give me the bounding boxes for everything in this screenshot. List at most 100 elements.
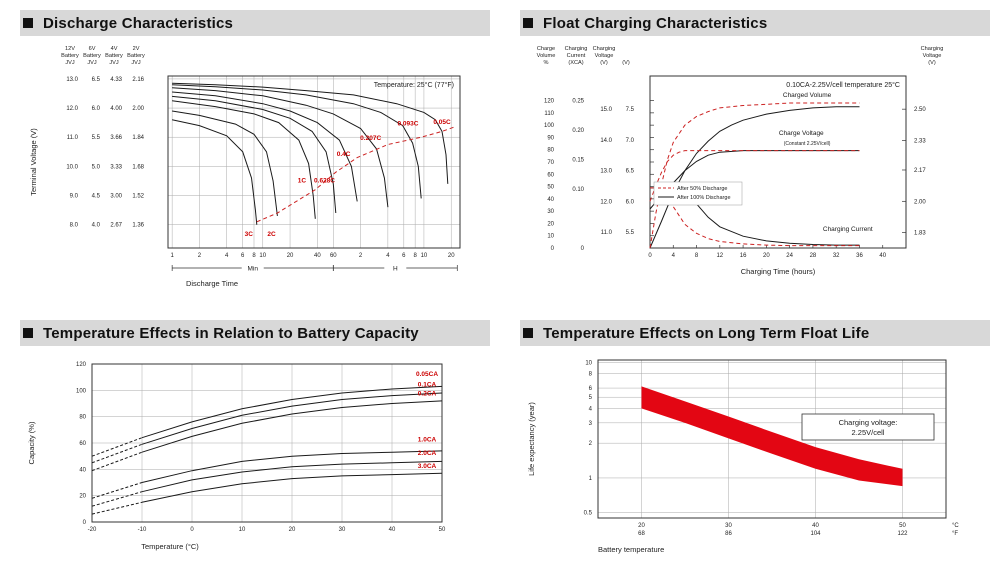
svg-text:120: 120 [76,362,87,368]
svg-text:6: 6 [402,253,406,259]
svg-text:1.68: 1.68 [132,164,144,170]
svg-text:4.00: 4.00 [110,106,122,112]
svg-text:2.17: 2.17 [914,168,926,174]
svg-text:16: 16 [740,253,747,259]
svg-text:13.0: 13.0 [66,77,78,83]
panel-title: Temperature Effects in Relation to Batte… [43,324,419,342]
svg-text:8: 8 [695,253,699,259]
svg-text:40: 40 [314,253,321,259]
svg-text:Charging: Charging [565,46,588,52]
svg-text:11.0: 11.0 [601,230,613,236]
svg-text:JVJ: JVJ [131,60,141,66]
svg-text:40: 40 [812,523,819,529]
svg-text:20: 20 [79,494,86,500]
svg-text:4: 4 [589,406,593,412]
svg-text:Life expectancy (year): Life expectancy (year) [527,402,536,476]
svg-text:20: 20 [763,253,770,259]
svg-text:10: 10 [421,253,428,259]
svg-text:Battery temperature: Battery temperature [598,545,664,554]
svg-text:50: 50 [439,527,446,533]
svg-text:4: 4 [386,253,390,259]
svg-text:Charging: Charging [921,46,944,52]
svg-text:4V: 4V [111,46,118,52]
svg-text:0.4C: 0.4C [337,151,351,158]
svg-text:(V): (V) [622,60,630,66]
svg-text:40: 40 [879,253,886,259]
svg-text:80: 80 [79,415,86,421]
panel-header: Temperature Effects in Relation to Batte… [20,320,490,346]
svg-text:0.093C: 0.093C [397,121,418,128]
svg-text:JVJ: JVJ [109,60,119,66]
svg-text:0.10: 0.10 [572,187,584,193]
svg-text:Min: Min [247,266,258,273]
svg-text:Battery: Battery [127,53,145,59]
svg-text:Battery: Battery [105,53,123,59]
svg-text:12: 12 [716,253,723,259]
svg-text:Temperature: 25°C (77°F): Temperature: 25°C (77°F) [374,81,454,89]
svg-text:15.0: 15.0 [600,107,612,113]
svg-text:2.67: 2.67 [110,223,122,229]
svg-text:Current: Current [567,53,586,59]
panel-temperature-capacity: Temperature Effects in Relation to Batte… [20,320,490,574]
svg-text:1: 1 [589,476,593,482]
svg-text:%: % [544,60,549,66]
svg-text:5.0: 5.0 [92,164,101,170]
svg-text:(XCA): (XCA) [568,60,583,66]
svg-text:6.0: 6.0 [92,106,101,112]
svg-text:Charged Volume: Charged Volume [783,92,832,99]
svg-text:40: 40 [389,527,396,533]
svg-text:12V: 12V [65,46,75,52]
svg-text:12.0: 12.0 [66,106,78,112]
header-square-icon [23,18,33,28]
panel-header: Temperature Effects on Long Term Float L… [520,320,990,346]
svg-text:30: 30 [339,527,346,533]
svg-text:13.0: 13.0 [600,169,612,175]
svg-text:Terminal Voltage (V): Terminal Voltage (V) [29,128,38,196]
svg-text:2.00: 2.00 [914,199,926,205]
svg-text:Voltage: Voltage [595,53,614,59]
svg-text:Battery: Battery [83,53,101,59]
svg-text:2: 2 [198,253,202,259]
svg-text:110: 110 [544,111,554,117]
svg-text:4.5: 4.5 [92,194,101,200]
svg-text:Battery: Battery [61,53,79,59]
svg-text:1.83: 1.83 [914,231,926,237]
svg-text:6.0: 6.0 [626,199,635,205]
panel-header: Float Charging Characteristics [520,10,990,36]
panel-header: Discharge Characteristics [20,10,490,36]
svg-text:0.05CA: 0.05CA [416,371,438,378]
svg-text:104: 104 [810,531,821,537]
svg-text:Volume: Volume [537,53,556,59]
panel-float-life: Temperature Effects on Long Term Float L… [520,320,990,574]
svg-text:2.25V/cell: 2.25V/cell [852,428,885,437]
svg-text:Charging: Charging [593,46,616,52]
svg-text:0: 0 [551,246,555,252]
svg-text:2: 2 [359,253,363,259]
svg-text:60: 60 [79,441,86,447]
svg-text:0: 0 [83,520,87,526]
svg-text:9.0: 9.0 [70,194,79,200]
svg-text:7.0: 7.0 [626,138,635,144]
svg-text:0.20: 0.20 [572,128,584,134]
svg-text:0.25: 0.25 [572,99,584,105]
svg-text:10: 10 [239,527,246,533]
svg-text:6: 6 [241,253,245,259]
svg-text:0.5: 0.5 [584,511,593,517]
svg-text:0.10CA-2.25V/cell temperature: 0.10CA-2.25V/cell temperature 25°C [786,81,900,89]
svg-text:3: 3 [589,421,593,427]
svg-text:20: 20 [448,253,455,259]
svg-text:2.50: 2.50 [914,107,926,113]
svg-text:After 50% Discharge: After 50% Discharge [677,186,727,192]
svg-text:50: 50 [547,185,554,191]
panel-title: Float Charging Characteristics [543,14,768,32]
svg-text:6V: 6V [89,46,96,52]
svg-text:(V): (V) [928,60,936,66]
svg-text:(Constant 2.25V/cell): (Constant 2.25V/cell) [784,141,831,147]
svg-text:10.0: 10.0 [66,164,78,170]
svg-text:4: 4 [225,253,229,259]
svg-text:JVJ: JVJ [65,60,75,66]
svg-text:60: 60 [330,253,337,259]
svg-text:50: 50 [899,523,906,529]
svg-text:1: 1 [170,253,174,259]
